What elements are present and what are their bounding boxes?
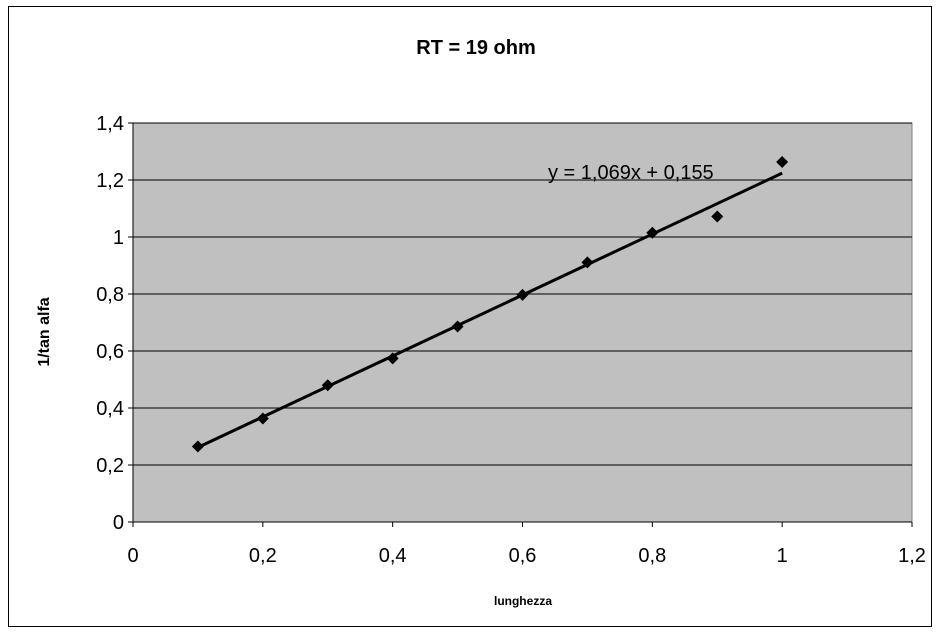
x-tick-label: 1 xyxy=(777,545,788,567)
data-point xyxy=(581,256,594,269)
data-point xyxy=(256,412,269,425)
x-tick-label: 0,6 xyxy=(509,545,537,567)
y-tick-label: 1,2 xyxy=(96,170,124,192)
y-tick-label: 1 xyxy=(113,227,124,249)
chart-frame: 0 0,2 0,4 0,6 0,8 1 1,2 1,4 0 0,2 0,4 0,6 0,8 1 1,2 RT… xyxy=(8,6,932,627)
y-tick-label: 0,6 xyxy=(96,341,124,363)
y-tick-label: 0 xyxy=(113,512,124,534)
trendline-equation: y = 1,069x + 0,155 xyxy=(548,162,714,184)
data-point xyxy=(711,210,724,223)
y-tick-label: 0,2 xyxy=(96,455,124,477)
x-axis-label: lunghezza xyxy=(494,594,552,608)
x-tick-label: 0,2 xyxy=(249,545,277,567)
scatter-chart: 0 0,2 0,4 0,6 0,8 1 1,2 1,4 0 0,2 0,4 0,6 0,8 1 1,2 RT… xyxy=(36,37,926,608)
y-tick-label: 0,4 xyxy=(96,398,124,420)
data-point xyxy=(646,226,659,239)
data-point xyxy=(321,379,334,392)
data-point xyxy=(776,156,789,169)
x-tick-label: 0 xyxy=(127,545,138,567)
data-point xyxy=(191,440,204,453)
x-tick-label: 0,8 xyxy=(638,545,666,567)
data-point xyxy=(516,288,529,301)
plot-area xyxy=(132,122,913,523)
data-point xyxy=(386,352,399,365)
y-axis-label: 1/tan alfa xyxy=(36,297,53,366)
y-tick-label: 0,8 xyxy=(96,284,124,306)
trendline xyxy=(197,171,783,449)
x-tick-label: 1,2 xyxy=(898,545,926,567)
data-point xyxy=(451,320,464,333)
x-tick-label: 0,4 xyxy=(379,545,407,567)
y-tick-label: 1,4 xyxy=(96,113,124,135)
chart-title: RT = 19 ohm xyxy=(416,37,535,59)
